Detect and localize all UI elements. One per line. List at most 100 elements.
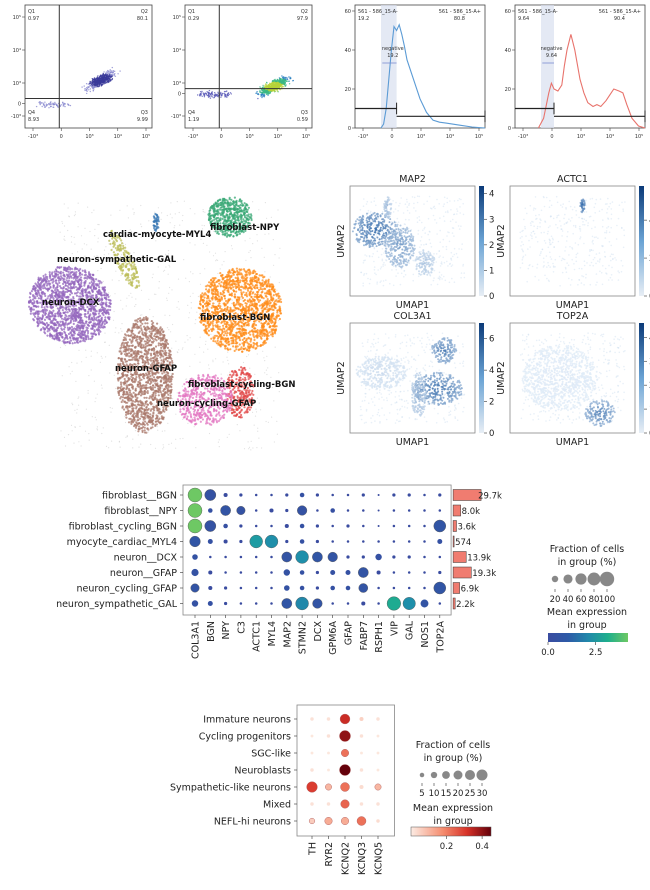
background-cell — [108, 447, 110, 449]
background-cell — [270, 376, 272, 378]
event-point — [103, 71, 105, 73]
gate-value: 80.8 — [454, 16, 465, 22]
y-tick-label: 0 — [348, 126, 351, 132]
cell-point — [218, 212, 222, 215]
event-point — [227, 92, 230, 94]
gate-value: 90.4 — [614, 16, 625, 22]
plot-frame — [514, 4, 646, 129]
background-cell — [110, 411, 112, 413]
event-point — [281, 84, 283, 86]
event-point — [101, 75, 103, 77]
event-point — [268, 89, 270, 91]
cell-point — [249, 216, 252, 219]
event-point — [39, 102, 41, 105]
event-point — [89, 88, 92, 90]
background-cell — [120, 328, 122, 330]
background-cell — [200, 238, 202, 240]
background-cell — [258, 402, 260, 404]
background-cell — [165, 254, 167, 256]
event-point — [117, 73, 119, 75]
x-tick-label: 10⁵ — [302, 134, 310, 140]
event-point — [107, 73, 109, 75]
background-cell — [199, 346, 201, 348]
background-cell — [152, 316, 154, 318]
event-point — [94, 79, 96, 82]
background-cell — [189, 208, 191, 210]
background-cell — [264, 202, 266, 204]
background-cell — [262, 319, 265, 321]
cell-point — [247, 218, 251, 221]
background-cell — [73, 442, 75, 444]
background-cell — [78, 349, 80, 351]
event-point — [208, 89, 211, 92]
event-point — [93, 82, 96, 84]
cell-point — [221, 233, 224, 236]
cell-point — [238, 206, 241, 210]
event-point — [286, 77, 288, 79]
cell-point — [251, 292, 254, 295]
event-point — [48, 107, 50, 109]
event-point — [261, 92, 264, 94]
cell-point — [210, 204, 214, 208]
event-point — [35, 105, 38, 108]
background-cell — [119, 256, 121, 258]
background-cell — [258, 209, 260, 211]
background-cell — [229, 371, 231, 373]
event-point — [275, 86, 277, 89]
background-cell — [77, 202, 79, 204]
background-cell — [183, 200, 185, 202]
y-tick-label: 10⁴ — [13, 48, 21, 54]
cell-point — [219, 222, 222, 225]
event-point — [199, 94, 201, 97]
event-point — [277, 81, 279, 84]
background-cell — [143, 256, 146, 258]
background-cell — [63, 436, 66, 438]
event-point — [201, 92, 203, 94]
event-point — [257, 97, 259, 100]
background-cell — [242, 361, 245, 364]
background-cell — [261, 247, 263, 249]
event-point — [62, 101, 64, 104]
background-cell — [168, 443, 170, 445]
background-cell — [63, 203, 65, 205]
background-cell — [228, 433, 230, 435]
x-tick-label: 0 — [220, 134, 223, 140]
background-cell — [257, 224, 259, 226]
background-cell — [134, 305, 136, 307]
quadrant-name: Q1 — [188, 9, 195, 15]
x-tick-label: 0 — [550, 134, 553, 140]
event-point — [54, 101, 56, 104]
background-cell — [249, 367, 251, 369]
quadrant-name: Q3 — [141, 110, 148, 116]
background-cell — [97, 270, 99, 272]
event-point — [89, 82, 91, 84]
cell-point — [268, 304, 271, 307]
event-point — [45, 104, 48, 106]
cell-point — [250, 214, 253, 217]
event-point — [110, 70, 112, 72]
background-cell — [187, 304, 189, 306]
event-point — [223, 92, 225, 95]
event-point — [260, 95, 262, 97]
cell-point — [244, 229, 247, 232]
background-cell — [68, 215, 70, 217]
background-cell — [64, 239, 66, 241]
event-point — [263, 89, 266, 91]
background-cell — [266, 225, 268, 227]
gate-label: 561 - 586_15-A- — [358, 9, 398, 15]
cell-point — [220, 206, 224, 209]
background-cell — [67, 434, 70, 436]
x-tick-label: 10⁴ — [446, 134, 454, 140]
background-cell — [157, 207, 159, 209]
event-point — [226, 90, 228, 92]
background-cell — [138, 446, 140, 448]
background-cell — [64, 261, 67, 263]
quadrant-name: Q2 — [141, 9, 148, 15]
event-point — [274, 82, 276, 84]
background-cell — [105, 356, 107, 358]
cell-point — [223, 201, 226, 204]
event-point — [256, 91, 258, 93]
background-cell — [217, 441, 219, 443]
event-point — [289, 78, 291, 80]
